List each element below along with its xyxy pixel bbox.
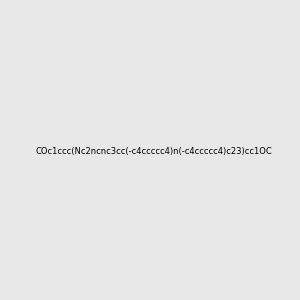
Text: COc1ccc(Nc2ncnc3cc(-c4ccccc4)n(-c4ccccc4)c23)cc1OC: COc1ccc(Nc2ncnc3cc(-c4ccccc4)n(-c4ccccc4…	[35, 147, 272, 156]
